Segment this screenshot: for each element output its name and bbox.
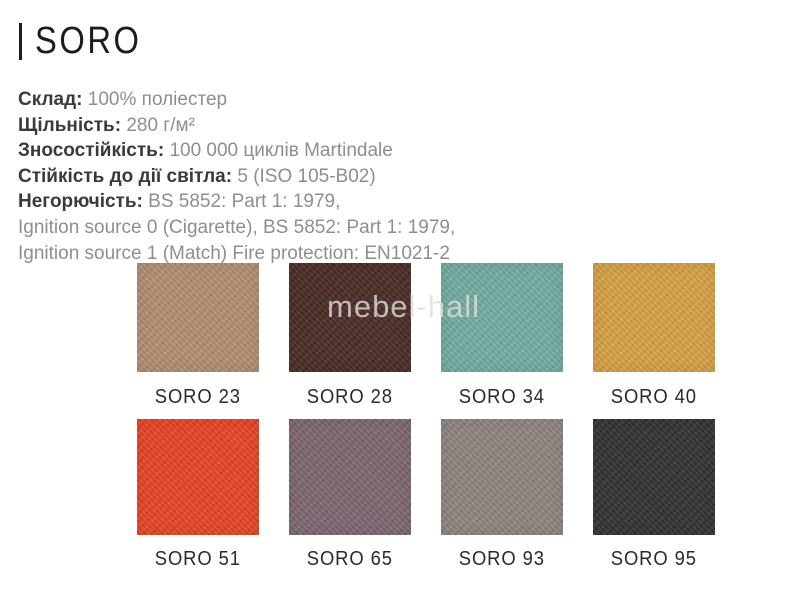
swatch-tile-soro-40[interactable] <box>593 263 715 372</box>
title-accent-bar <box>19 23 22 60</box>
spec-value: Ignition source 0 (Cigarette), BS 5852: … <box>18 216 456 238</box>
spec-line-density: Щільність: 280 г/м² <box>18 113 455 139</box>
swatch-tile-soro-95[interactable] <box>593 419 715 535</box>
swatch-tile-soro-51[interactable] <box>137 419 259 535</box>
spec-value: 100 000 циклів Martindale <box>169 140 393 162</box>
spec-label: Щільність: <box>18 114 122 136</box>
swatch-label: SORO 23 <box>154 386 242 408</box>
swatch-label: SORO 28 <box>306 386 394 408</box>
spec-line-lightfastness: Стійкість до дії світла: 5 (ISO 105-B02) <box>18 164 455 190</box>
swatch-label: SORO 93 <box>458 548 546 570</box>
spec-value: Ignition source 1 (Match) Fire protectio… <box>18 242 450 264</box>
swatch-soro-93: SORO 93 <box>441 419 563 571</box>
spec-label: Склад: <box>18 89 83 110</box>
swatch-tile-soro-28[interactable] <box>289 263 411 372</box>
spec-line-ignition-1: Ignition source 1 (Match) Fire protectio… <box>18 241 455 267</box>
page-title-text: SORO <box>35 20 142 62</box>
spec-value: 100% поліестер <box>87 89 228 110</box>
swatch-soro-95: SORO 95 <box>593 419 715 571</box>
swatch-label: SORO 40 <box>610 386 698 408</box>
swatch-tile-soro-23[interactable] <box>137 263 259 372</box>
spec-value: 280 г/м² <box>126 114 195 136</box>
swatch-soro-40: SORO 40 <box>593 263 715 409</box>
swatch-tile-soro-34[interactable] <box>441 263 563 372</box>
swatch-soro-65: SORO 65 <box>289 419 411 571</box>
swatch-row-2: SORO 51 SORO 65 SORO 93 SORO 95 <box>137 419 715 571</box>
spec-line-composition: Склад: 100% поліестер <box>18 87 455 113</box>
swatch-soro-28: SORO 28 <box>289 263 411 409</box>
spec-value: 5 (ISO 105-B02) <box>237 165 376 187</box>
spec-line-ignition-0: Ignition source 0 (Cigarette), BS 5852: … <box>18 215 455 241</box>
swatch-label: SORO 65 <box>306 548 394 570</box>
page-title: SORO <box>19 20 159 63</box>
spec-line-abrasion: Зносостійкість: 100 000 циклів Martindal… <box>18 138 455 164</box>
swatch-label: SORO 51 <box>154 548 242 570</box>
spec-label: Стійкість до дії світла: <box>18 165 233 187</box>
swatch-soro-51: SORO 51 <box>137 419 259 571</box>
swatch-tile-soro-93[interactable] <box>441 419 563 535</box>
spec-value: BS 5852: Part 1: 1979, <box>148 191 341 213</box>
swatch-row-1: SORO 23 SORO 28 SORO 34 SORO 40 <box>137 263 715 409</box>
swatch-label: SORO 95 <box>610 548 698 570</box>
swatch-soro-34: SORO 34 <box>441 263 563 409</box>
swatch-soro-23: SORO 23 <box>137 263 259 409</box>
spec-line-flammability: Негорючість: BS 5852: Part 1: 1979, <box>18 189 455 215</box>
spec-label: Негорючість: <box>18 191 143 213</box>
swatch-label: SORO 34 <box>458 386 546 408</box>
spec-label: Зносостійкість: <box>18 140 165 162</box>
fabric-specs: Склад: 100% поліестер Щільність: 280 г/м… <box>18 87 455 266</box>
swatch-tile-soro-65[interactable] <box>289 419 411 535</box>
